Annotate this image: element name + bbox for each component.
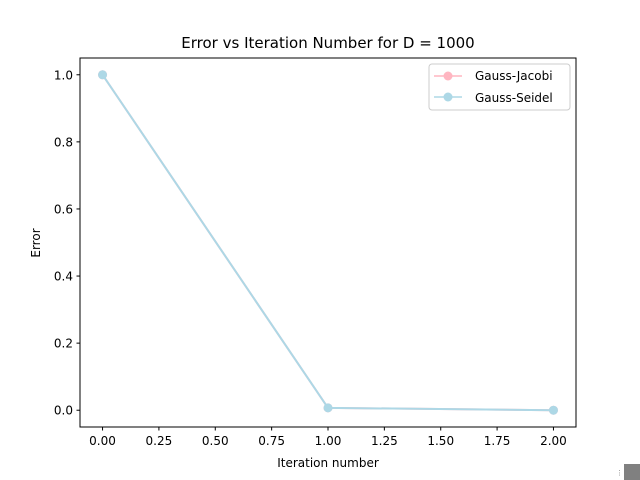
x-tick-label: 2.00 [540,434,567,448]
data-point-gauss-seidel [98,70,108,80]
x-tick-label: 1.75 [484,434,511,448]
y-axis-label: Error [29,228,43,257]
x-tick-label: 0.50 [202,434,229,448]
toolbar-corner-handle[interactable] [624,464,640,480]
x-axis-label: Iteration number [277,456,379,470]
toolbar-grip-dots: ⋮ [616,469,623,477]
y-tick-label: 0.2 [54,337,73,351]
y-tick-label: 0.0 [54,404,73,418]
data-point-gauss-seidel [548,405,558,415]
series-line-gauss-jacobi [101,74,554,412]
plot-frame [79,57,577,428]
x-tick-label: 1.50 [427,434,454,448]
legend-swatch-marker-gauss-jacobi [443,71,453,81]
legend-label-gauss-seidel: Gauss-Seidel [475,91,553,105]
data-point-gauss-seidel [323,403,333,413]
x-tick-label: 0.75 [258,434,285,448]
legend-label-gauss-jacobi: Gauss-Jacobi [475,69,553,83]
legend-swatch-marker-gauss-seidel [443,92,453,102]
legend-box [428,63,571,111]
plot-series [98,70,558,415]
x-tick-label: 0.25 [146,434,173,448]
x-tick-label: 0.00 [89,434,116,448]
y-axis-ticks: 0.0 0.2 0.4 0.6 0.8 1.0 [54,68,80,418]
chart-title: Error vs Iteration Number for D = 1000 [181,34,474,52]
x-tick-label: 1.25 [371,434,398,448]
x-axis-ticks: 0.00 0.25 0.50 0.75 1.00 1.25 1.50 1.75 2.00 [89,427,567,448]
series-line-gauss-seidel [101,74,554,412]
y-tick-label: 0.8 [54,135,73,149]
x-tick-label: 1.00 [315,434,342,448]
legend: Gauss-Jacobi Gauss-Seidel [428,63,571,111]
y-tick-label: 0.4 [54,270,73,284]
y-tick-label: 1.0 [54,68,73,82]
y-tick-label: 0.6 [54,202,73,216]
